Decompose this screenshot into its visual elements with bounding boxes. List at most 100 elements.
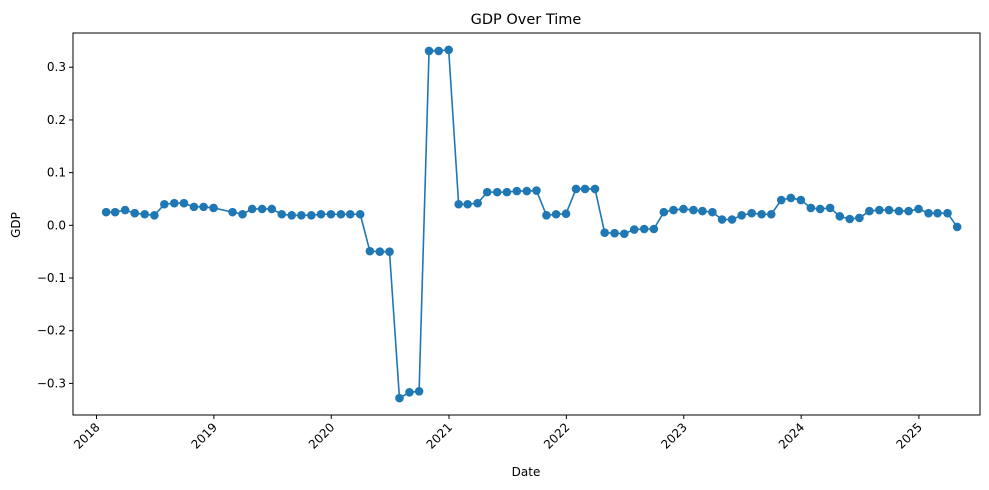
data-point	[267, 204, 277, 214]
data-point	[580, 184, 590, 194]
x-tick-label: 2021	[424, 420, 455, 451]
data-point	[629, 225, 639, 234]
data-point	[375, 247, 385, 256]
data-point	[434, 46, 443, 56]
data-point	[600, 228, 609, 237]
data-point	[316, 209, 326, 219]
data-point	[482, 187, 492, 197]
data-point	[120, 205, 130, 215]
data-point	[287, 211, 297, 220]
data-point	[952, 222, 962, 232]
data-point	[189, 202, 199, 212]
data-point	[914, 204, 923, 214]
x-tick-label: 2020	[306, 420, 337, 451]
x-axis-label: Date	[512, 465, 541, 479]
data-point	[796, 195, 806, 205]
data-point	[110, 207, 120, 217]
data-point	[247, 204, 257, 214]
data-point	[336, 209, 346, 219]
data-point	[708, 207, 717, 217]
data-point	[698, 206, 707, 216]
data-point	[815, 204, 825, 214]
data-point	[551, 209, 561, 219]
x-tick-label: 2024	[776, 420, 807, 451]
data-point	[101, 207, 111, 217]
y-tick-label: −0.2	[37, 324, 66, 338]
data-point	[786, 193, 796, 203]
data-point	[776, 195, 786, 205]
data-point	[884, 205, 894, 215]
data-point	[845, 214, 855, 224]
data-point	[150, 211, 159, 220]
data-point	[140, 209, 150, 219]
data-point	[257, 204, 267, 214]
y-axis-label: GDP	[9, 212, 23, 238]
data-point	[875, 205, 884, 215]
data-point	[933, 208, 942, 218]
x-tick-label: 2018	[71, 420, 102, 451]
data-point	[806, 203, 816, 213]
data-point	[365, 246, 375, 256]
data-point	[590, 184, 600, 194]
plot-area	[101, 45, 962, 403]
data-point	[522, 186, 532, 196]
y-tick-label: 0.0	[47, 218, 66, 232]
x-axis: 2018 2019 2020 2021 2022 2023 2024 2025	[71, 415, 925, 452]
data-point	[463, 199, 472, 209]
data-point	[199, 202, 208, 212]
data-point	[326, 209, 336, 219]
data-point	[532, 186, 541, 195]
data-point	[669, 205, 678, 215]
y-tick-label: 0.2	[47, 113, 66, 127]
x-tick-label: 2025	[894, 420, 925, 451]
data-point	[924, 208, 933, 218]
data-point	[619, 229, 629, 239]
x-tick-label: 2022	[541, 420, 572, 451]
data-point	[414, 386, 424, 396]
data-point	[405, 388, 414, 397]
data-point	[209, 203, 218, 213]
data-point	[473, 198, 482, 208]
data-point	[542, 211, 551, 220]
chart-title: GDP Over Time	[471, 12, 582, 28]
x-tick-label: 2019	[188, 420, 219, 451]
data-point	[904, 206, 913, 216]
data-point	[228, 207, 237, 217]
data-point	[512, 186, 522, 196]
data-point	[855, 213, 864, 223]
data-point	[610, 228, 619, 238]
data-point	[717, 215, 727, 224]
data-point	[385, 247, 394, 256]
data-point	[444, 45, 453, 55]
y-tick-label: 0.1	[47, 166, 66, 180]
data-point	[307, 211, 316, 220]
data-point	[835, 212, 845, 221]
data-point	[179, 198, 189, 208]
data-point	[561, 209, 571, 219]
data-point	[277, 209, 287, 219]
data-point	[639, 224, 649, 234]
data-point	[747, 208, 756, 218]
data-point	[297, 211, 306, 220]
data-point	[757, 209, 766, 219]
data-point	[355, 209, 365, 219]
y-tick-label: −0.3	[37, 376, 66, 390]
data-point	[395, 393, 404, 403]
data-point	[689, 205, 698, 215]
data-point	[825, 203, 835, 213]
data-point	[679, 204, 688, 214]
data-point	[345, 209, 355, 219]
y-tick-label: 0.3	[47, 60, 66, 74]
y-axis: −0.3 −0.2 −0.1 0.0 0.1 0.2 0.3	[37, 60, 73, 390]
data-point	[454, 199, 463, 209]
x-tick-label: 2023	[658, 420, 689, 451]
data-point	[424, 46, 434, 56]
data-point	[130, 208, 140, 218]
plot-frame	[72, 32, 981, 416]
y-tick-label: −0.1	[37, 271, 66, 285]
data-point	[943, 208, 952, 218]
data-point	[170, 198, 179, 208]
data-point	[492, 187, 502, 197]
data-point	[649, 224, 659, 234]
